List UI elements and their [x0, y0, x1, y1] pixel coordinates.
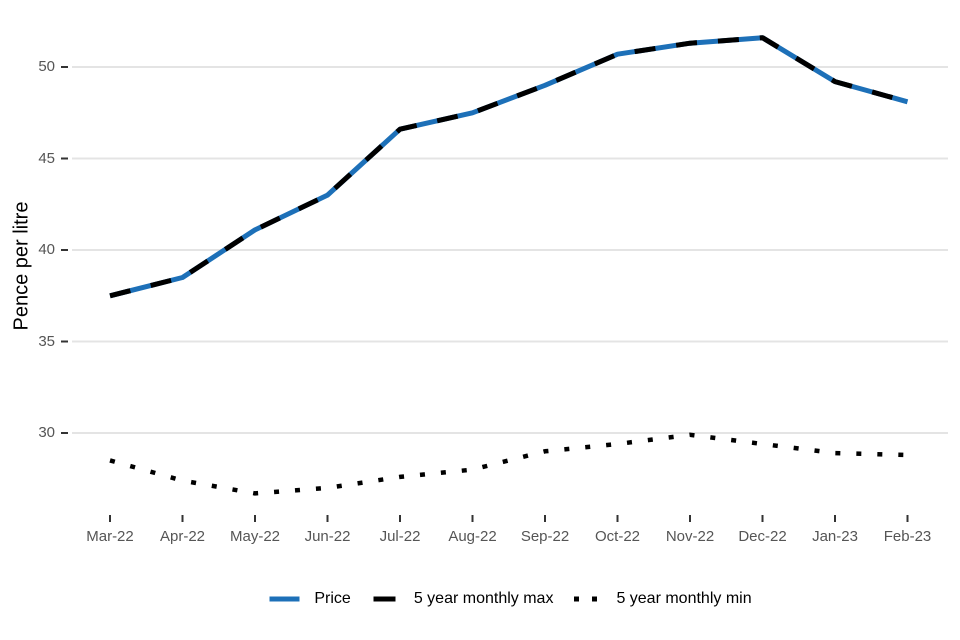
y-tick-label: 50	[38, 58, 55, 75]
x-tick-label: Nov-22	[665, 528, 715, 545]
y-tick-label: 40	[38, 241, 55, 258]
x-tick-label: Dec-22	[738, 528, 787, 545]
price-line	[109, 35, 909, 299]
y-tick-label: 35	[38, 332, 55, 350]
x-tick-label: Apr-22	[159, 528, 206, 545]
legend-swatch-5-year-monthly-max	[373, 596, 396, 602]
y-tick-label: 45	[38, 149, 55, 167]
x-tick-label: Sep-22	[520, 528, 570, 545]
x-tick-label: Oct-22	[594, 528, 640, 545]
x-tick-label: Jul-22	[379, 528, 421, 545]
legend-item-5-year-monthly-max: 5 year monthly max	[368, 590, 554, 608]
legend: Price 5 year monthly max 5 year monthly mi…	[72, 586, 948, 612]
y-tick-label: 30	[38, 424, 55, 441]
legend-swatch-price	[269, 596, 300, 602]
legend-item-5-year-monthly-min: 5 year monthly min	[570, 590, 752, 608]
x-tick-label: May-22	[229, 528, 281, 545]
5-year-monthly-max-line	[109, 35, 909, 299]
x-tick-label: Aug-22	[448, 528, 497, 545]
x-tick-label: Jun-22	[304, 528, 351, 545]
legend-label-5-year-monthly-min: 5 year monthly min	[616, 590, 752, 607]
legend-swatch-5-year-monthly-min	[574, 596, 600, 602]
legend-item-price: Price	[268, 590, 351, 608]
x-tick-label: Feb-23	[883, 528, 932, 545]
x-tick-label: Jan-23	[812, 528, 858, 545]
y-axis-title: Pence per litre	[10, 201, 33, 331]
legend-label-5-year-monthly-max: 5 year monthly max	[413, 590, 554, 607]
legend-label-price: Price	[314, 590, 351, 607]
5-year-monthly-min-line	[109, 432, 908, 496]
x-tick-label: Mar-22	[86, 528, 134, 545]
